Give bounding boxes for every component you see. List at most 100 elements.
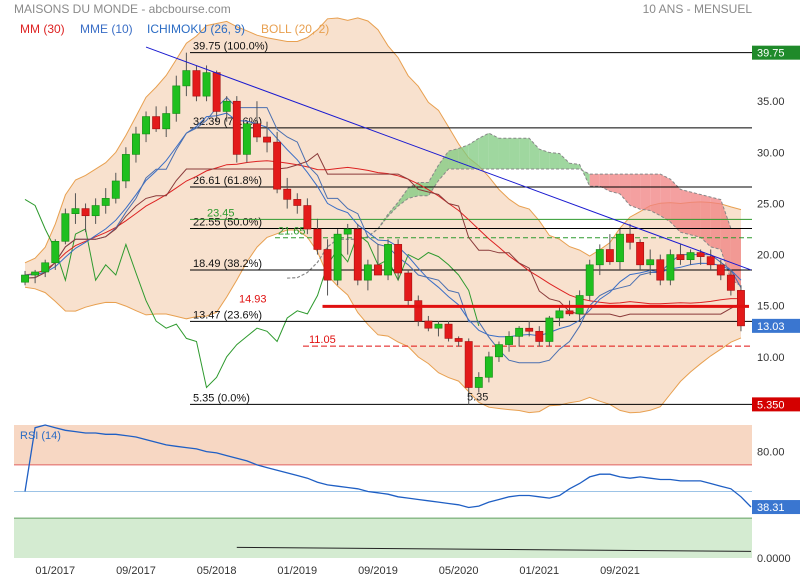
ichimoku-cloud-segment <box>680 189 691 235</box>
ichimoku-cloud-segment <box>589 174 600 187</box>
candle-body-down <box>424 320 433 329</box>
ichimoku-cloud-segment <box>609 174 620 194</box>
candle <box>474 372 483 393</box>
ichimoku-cloud-segment <box>650 174 661 216</box>
candle <box>706 249 715 270</box>
ichimoku-cloud-segment <box>700 194 711 247</box>
candle <box>726 269 735 296</box>
candle <box>313 218 322 255</box>
candle-body-up <box>21 274 29 283</box>
ichimoku-cloud-segment <box>660 174 671 223</box>
ichimoku-cloud-segment <box>398 188 409 207</box>
candle <box>343 223 352 255</box>
rsi-last-tag-bg <box>752 500 800 515</box>
candle-body-down <box>313 228 322 250</box>
candle-body-up <box>666 254 675 281</box>
candle-body-up <box>595 249 604 266</box>
ichimoku-cloud-segment <box>388 202 399 217</box>
candle <box>686 249 695 265</box>
ichimoku-kijun-line <box>24 152 742 318</box>
downtrend-line <box>145 46 752 271</box>
candle <box>565 300 574 316</box>
candle-body-down <box>232 100 241 155</box>
candle <box>21 270 29 286</box>
x-tick-label: 01/2017 <box>35 565 75 577</box>
ichimoku-cloud-segment <box>509 138 520 169</box>
indicator-legend-mme: MME (10) <box>80 22 133 36</box>
candle-body-down <box>565 310 574 315</box>
candle <box>132 126 140 163</box>
x-tick-label: 09/2021 <box>600 565 640 577</box>
candle <box>81 203 90 233</box>
candle-body-up <box>505 336 513 345</box>
rsi-y-tick-label: 80.00 <box>757 447 785 459</box>
ichimoku-cloud-segment <box>690 191 701 238</box>
candle-body-down <box>374 264 382 276</box>
candle-body-down <box>253 123 261 138</box>
ichimoku-cloud-segment <box>569 163 580 169</box>
candle <box>363 259 372 291</box>
ichimoku-tenkan-line <box>24 96 742 364</box>
candle-body-down <box>81 208 90 217</box>
fib-level-label: 32.39 (76.6%) <box>193 116 262 128</box>
candle-body-up <box>333 233 342 281</box>
candle <box>696 249 705 265</box>
candle <box>414 295 423 327</box>
candle <box>31 269 40 284</box>
candle <box>283 177 292 209</box>
candle-body-down <box>605 249 614 263</box>
candle <box>464 338 473 405</box>
candle-body-up <box>132 133 140 155</box>
fib-level-label: 39.75 (100.0%) <box>193 41 268 53</box>
candle <box>605 234 614 265</box>
axes: 10.0015.0020.0025.0030.0035.0040.0039.75… <box>35 40 800 577</box>
candle-body-up <box>61 213 70 242</box>
candle <box>152 106 161 132</box>
bollinger-lower-line <box>24 229 742 414</box>
candle-body-down <box>414 300 423 322</box>
candle-body-up <box>484 356 493 378</box>
candle-body-down <box>696 252 705 257</box>
candle <box>303 198 312 235</box>
ichimoku-cloud-segment <box>559 153 570 169</box>
candle <box>41 259 50 278</box>
candle <box>384 239 392 281</box>
candle <box>172 75 181 122</box>
candle <box>263 121 271 153</box>
candle <box>404 269 413 306</box>
rsi-oversold-zone <box>14 518 752 558</box>
y-tick-label: 35.00 <box>757 96 785 108</box>
y-tick-label: 20.00 <box>757 250 785 262</box>
candle <box>626 223 634 250</box>
ichimoku-cloud-segment <box>377 214 389 230</box>
candle-body-up <box>363 264 372 281</box>
candle <box>242 121 251 163</box>
candle <box>202 65 211 102</box>
ichimoku-cloud-segment <box>428 165 439 196</box>
candle <box>374 244 382 276</box>
candle-body-down <box>212 72 221 112</box>
annotation-14-93-label: 14.93 <box>239 293 267 305</box>
price-tag-label: 39.75 <box>757 48 785 60</box>
ichimoku-cloud-segment <box>549 152 560 169</box>
rsi-line <box>24 424 752 509</box>
ichimoku-cloud-segment <box>498 138 510 169</box>
candle-body-down <box>656 259 665 281</box>
rsi-last-value: 38.31 <box>757 502 785 514</box>
candle-body-down <box>192 70 201 97</box>
candle <box>454 336 463 347</box>
candle-body-down <box>676 254 685 261</box>
candle <box>353 223 362 286</box>
candle-body-down <box>535 330 544 342</box>
candle-body-down <box>636 242 645 266</box>
candle <box>505 331 513 352</box>
candle <box>646 249 655 276</box>
candle-body-down <box>404 272 413 301</box>
candle-body-down <box>626 233 634 243</box>
candle <box>142 111 150 143</box>
price-tag-bg <box>752 318 800 333</box>
candle-body-up <box>31 271 40 276</box>
candle-body-up <box>172 85 181 114</box>
candle <box>111 172 120 204</box>
